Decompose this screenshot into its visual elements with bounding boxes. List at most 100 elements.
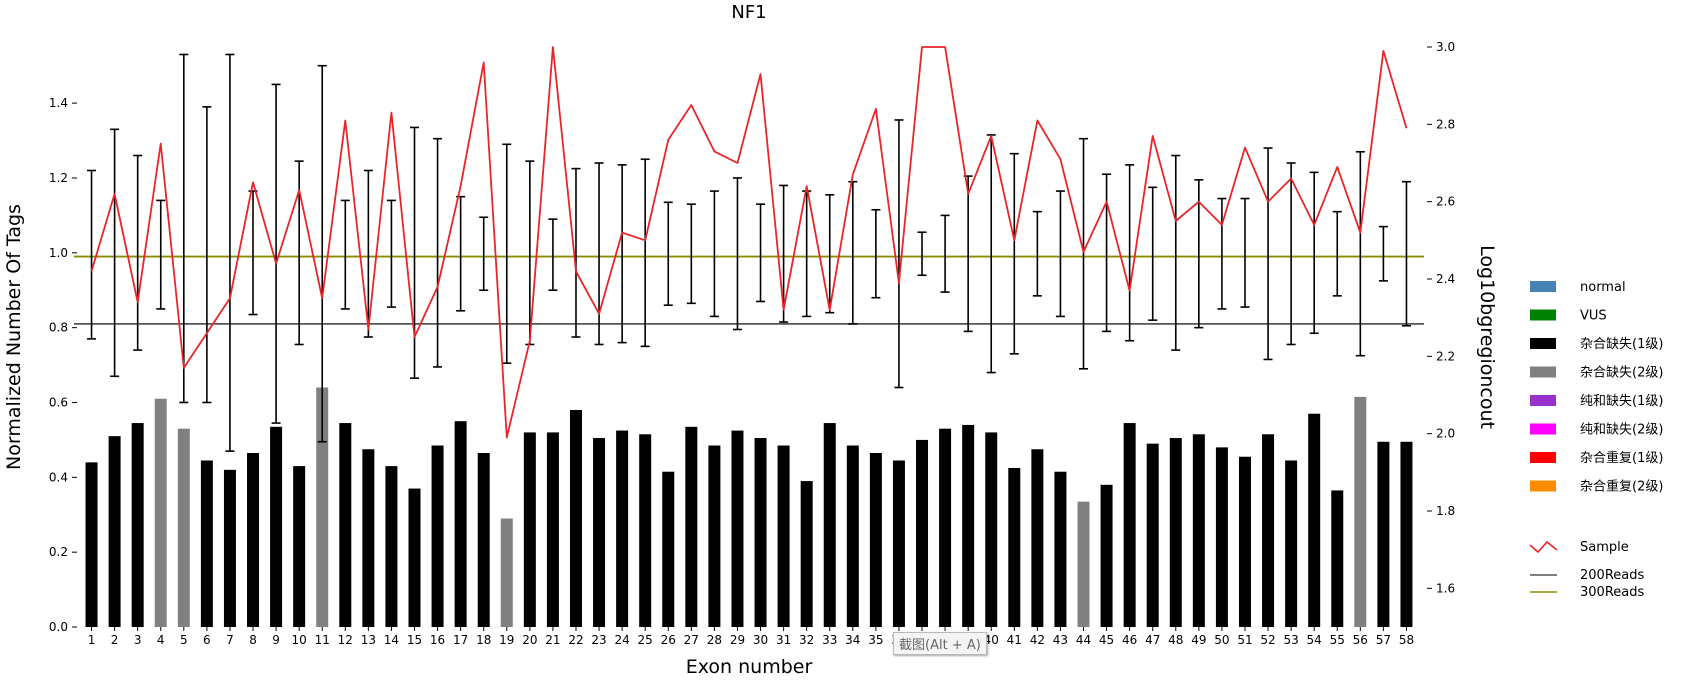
bar-exon-33 — [823, 423, 836, 627]
y2-tick-label-3.0: 3.0 — [1436, 40, 1455, 54]
x-tick-label-6: 6 — [203, 633, 211, 647]
bar-exon-9 — [270, 426, 283, 627]
bar-exon-25 — [639, 434, 652, 627]
legend-swatch-4 — [1530, 395, 1556, 406]
bar-exon-28 — [708, 445, 721, 627]
bar-exon-51 — [1238, 456, 1251, 627]
x-axis-label: Exon number — [686, 656, 813, 678]
legend-label-7: 杂合重复(2级) — [1580, 479, 1663, 495]
bar-exon-53 — [1285, 460, 1298, 627]
x-tick-label-44: 44 — [1076, 633, 1091, 647]
bar-exon-48 — [1169, 438, 1182, 627]
bar-exon-54 — [1308, 413, 1321, 627]
bar-exon-10 — [293, 466, 306, 627]
legend-label-4: 纯和缺失(1级) — [1580, 394, 1663, 409]
x-tick-label-50: 50 — [1214, 633, 1229, 647]
y2-tick-label-2.2: 2.2 — [1436, 349, 1455, 363]
x-tick-label-2: 2 — [111, 633, 119, 647]
y-axis-label: Normalized Number Of Tags — [3, 204, 25, 470]
legend-swatch-6 — [1530, 452, 1556, 463]
bar-exon-26 — [662, 471, 675, 627]
bar-exon-42 — [1031, 449, 1044, 627]
bar-exon-41 — [1008, 467, 1021, 627]
bar-exon-5 — [177, 428, 190, 627]
y2-tick-label-1.8: 1.8 — [1436, 504, 1455, 518]
legend-swatch-7 — [1530, 480, 1556, 492]
legend-line-label-0: Sample — [1580, 540, 1629, 555]
x-tick-label-58: 58 — [1399, 633, 1414, 647]
chart-title: NF1 — [731, 2, 766, 23]
bar-exon-27 — [685, 426, 698, 627]
legend-line-label-1: 200Reads — [1580, 568, 1644, 583]
bar-exon-39 — [962, 424, 975, 627]
x-tick-label-13: 13 — [361, 633, 376, 647]
bar-exon-18 — [477, 453, 490, 627]
bar-exon-31 — [777, 445, 790, 627]
x-tick-label-15: 15 — [407, 633, 422, 647]
x-tick-label-53: 53 — [1283, 633, 1298, 647]
x-tick-label-17: 17 — [453, 633, 468, 647]
x-tick-label-12: 12 — [338, 633, 353, 647]
y-tick-label-0.8: 0.8 — [49, 321, 68, 335]
bar-exon-12 — [339, 423, 352, 627]
x-tick-label-27: 27 — [684, 633, 699, 647]
x-tick-label-26: 26 — [661, 633, 676, 647]
sample-line — [90, 46, 1408, 439]
y-tick-label-1.2: 1.2 — [49, 171, 68, 185]
bar-exon-21 — [546, 432, 559, 627]
bar-exon-6 — [200, 460, 213, 627]
x-tick-label-51: 51 — [1237, 633, 1252, 647]
x-tick-label-34: 34 — [845, 633, 860, 647]
bar-exon-16 — [431, 445, 444, 627]
y2-tick-label-2.4: 2.4 — [1436, 272, 1455, 286]
bar-exon-14 — [385, 466, 398, 627]
y2-tick-label-2.8: 2.8 — [1436, 117, 1455, 131]
bar-exon-56 — [1354, 396, 1367, 627]
bar-exon-22 — [569, 409, 582, 627]
screenshot-tooltip: 截图(Alt + A) — [893, 632, 987, 655]
x-tick-label-54: 54 — [1307, 633, 1322, 647]
bar-exon-1 — [85, 462, 98, 627]
y-tick-label-1.4: 1.4 — [49, 96, 68, 110]
x-tick-label-33: 33 — [822, 633, 837, 647]
bar-exon-55 — [1331, 490, 1344, 627]
bar-exon-11 — [316, 387, 329, 627]
bar-exon-17 — [454, 421, 467, 627]
x-tick-label-24: 24 — [614, 633, 629, 647]
bar-exon-45 — [1100, 484, 1113, 627]
x-tick-label-46: 46 — [1122, 633, 1137, 647]
legend-label-2: 杂合缺失(1级) — [1580, 337, 1663, 352]
legend-swatch-5 — [1530, 423, 1556, 435]
x-tick-label-5: 5 — [180, 633, 188, 647]
bar-exon-29 — [731, 430, 744, 627]
x-tick-label-32: 32 — [799, 633, 814, 647]
y-tick-label-0.4: 0.4 — [49, 470, 68, 484]
x-tick-label-56: 56 — [1353, 633, 1368, 647]
x-tick-label-57: 57 — [1376, 633, 1391, 647]
x-tick-label-21: 21 — [545, 633, 560, 647]
x-tick-label-45: 45 — [1099, 633, 1114, 647]
bar-exon-46 — [1123, 423, 1136, 627]
bar-exon-7 — [223, 469, 236, 627]
x-tick-label-30: 30 — [753, 633, 768, 647]
x-tick-label-42: 42 — [1030, 633, 1045, 647]
bar-exon-52 — [1262, 434, 1275, 627]
x-tick-label-48: 48 — [1168, 633, 1183, 647]
legend-swatch-1 — [1530, 309, 1556, 321]
x-tick-label-35: 35 — [868, 633, 883, 647]
x-tick-label-43: 43 — [1053, 633, 1068, 647]
x-tick-label-47: 47 — [1145, 633, 1160, 647]
bar-exon-24 — [616, 430, 629, 627]
bar-exon-20 — [523, 432, 536, 627]
y-tick-label-0.6: 0.6 — [49, 395, 68, 409]
bar-exon-40 — [985, 432, 998, 627]
bar-exon-38 — [939, 428, 952, 627]
bar-exon-49 — [1192, 434, 1205, 627]
legend-label-1: VUS — [1580, 309, 1607, 324]
bar-exon-23 — [593, 438, 606, 627]
bar-exon-35 — [869, 453, 882, 627]
x-tick-label-18: 18 — [476, 633, 491, 647]
x-tick-label-19: 19 — [499, 633, 514, 647]
bar-exon-50 — [1215, 447, 1228, 627]
